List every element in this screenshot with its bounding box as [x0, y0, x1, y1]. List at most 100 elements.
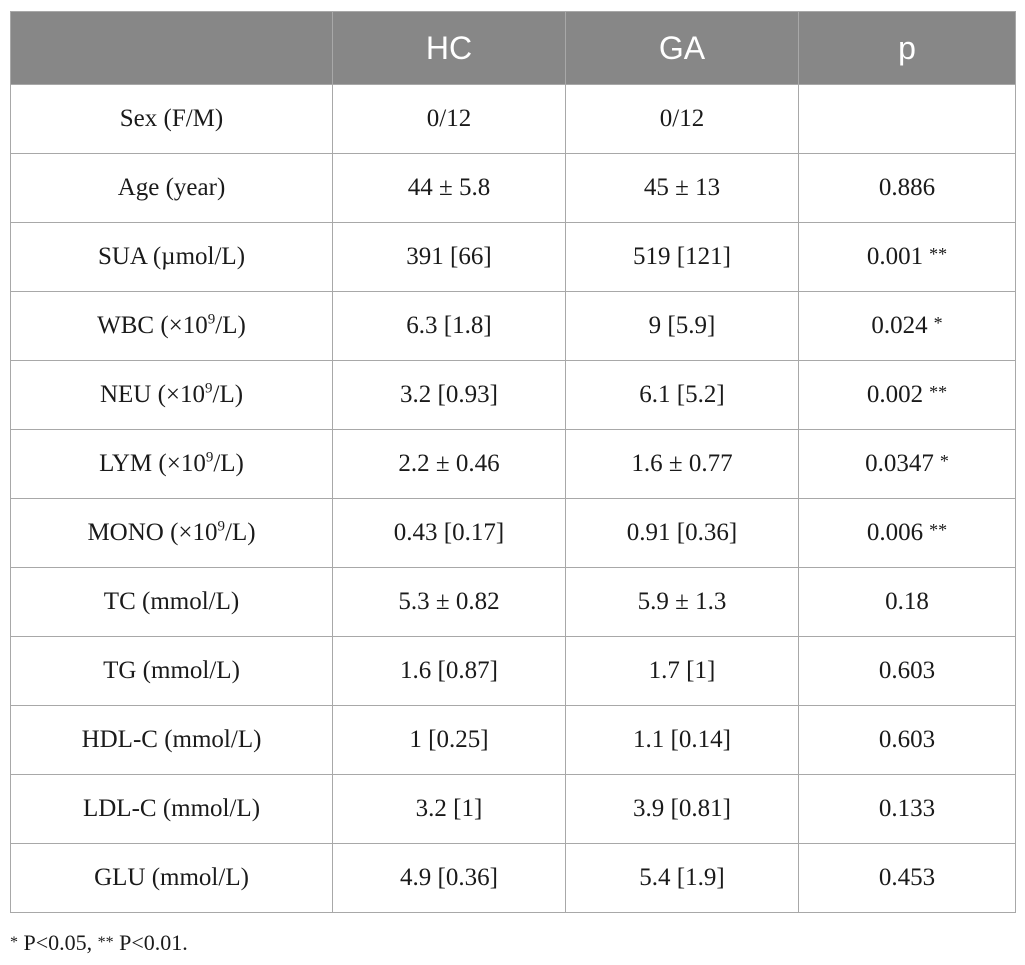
data-table-container: HC GA p Sex (F/M) 0/12 0/12 Age (year) 44 ± …: [10, 11, 1016, 913]
p-value: 0.006: [866, 519, 924, 546]
row-label-exponent: 9: [217, 518, 226, 535]
table-row: NEU (×109/L) 3.2 [0.93] 6.1 [5.2] 0.002 **: [10, 360, 1016, 430]
row-label: SUA (µmol/L): [97, 243, 246, 270]
p-value-cell: 0.18: [798, 567, 1016, 637]
significance-stars: **: [929, 244, 948, 264]
header-hc: HC: [332, 11, 566, 85]
table-row: LDL-C (mmol/L) 3.2 [1] 3.9 [0.81] 0.133: [10, 774, 1016, 844]
row-label-cell: TC (mmol/L): [10, 567, 333, 637]
p-value-cell: 0.133: [798, 774, 1016, 844]
ga-value: 1.1 [0.14]: [565, 705, 799, 775]
hc-value: 1.6 [0.87]: [332, 636, 566, 706]
significance-stars: *: [939, 451, 949, 471]
header-ga: GA: [565, 11, 799, 85]
p-value: 0.002: [866, 381, 924, 408]
ga-value: 3.9 [0.81]: [565, 774, 799, 844]
p-value: 0.453: [878, 864, 936, 891]
row-label-cell: WBC (×109/L): [10, 291, 333, 361]
hc-value: 6.3 [1.8]: [332, 291, 566, 361]
table-row: Age (year) 44 ± 5.8 45 ± 13 0.886: [10, 153, 1016, 223]
table-body: Sex (F/M) 0/12 0/12 Age (year) 44 ± 5.8 45 ± …: [10, 84, 1016, 913]
hc-value: 4.9 [0.36]: [332, 843, 566, 913]
hc-value: 3.2 [1]: [332, 774, 566, 844]
hc-value: 2.2 ± 0.46: [332, 429, 566, 499]
row-label: Age (year): [117, 174, 226, 201]
hc-value: 5.3 ± 0.82: [332, 567, 566, 637]
table-row: HDL-C (mmol/L) 1 [0.25] 1.1 [0.14] 0.603: [10, 705, 1016, 775]
ga-value: 45 ± 13: [565, 153, 799, 223]
row-label-unit: /L): [215, 312, 246, 339]
table-row: TG (mmol/L) 1.6 [0.87] 1.7 [1] 0.603: [10, 636, 1016, 706]
header-row: HC GA p: [10, 11, 1016, 85]
ga-value: 519 [121]: [565, 222, 799, 292]
footnote-star-double: **: [97, 934, 114, 951]
row-label-cell: GLU (mmol/L): [10, 843, 333, 913]
significance-stars: **: [929, 520, 948, 540]
p-value: 0.18: [885, 588, 929, 615]
table-header: HC GA p: [10, 11, 1016, 85]
p-value-cell: 0.0347 *: [798, 429, 1016, 499]
row-label: NEU (×10: [99, 381, 205, 408]
ga-value: 6.1 [5.2]: [565, 360, 799, 430]
p-value: 0.0347: [865, 450, 934, 477]
p-value-cell: 0.886: [798, 153, 1016, 223]
ga-value: 0/12: [565, 84, 799, 154]
footnote-star-single: *: [10, 934, 18, 951]
p-value: 0.001: [866, 243, 924, 270]
p-value-cell: 0.001 **: [798, 222, 1016, 292]
data-table: HC GA p Sex (F/M) 0/12 0/12 Age (year) 44 ± …: [10, 11, 1016, 913]
significance-stars: **: [929, 382, 948, 402]
row-label: WBC (×10: [97, 312, 208, 339]
table-row: SUA (µmol/L) 391 [66] 519 [121] 0.001 **: [10, 222, 1016, 292]
p-value-cell: 0.453: [798, 843, 1016, 913]
hc-value: 0.43 [0.17]: [332, 498, 566, 568]
row-label-cell: Age (year): [10, 153, 333, 223]
row-label: TG (mmol/L): [103, 657, 240, 684]
p-value-cell: [798, 84, 1016, 154]
hc-value: 1 [0.25]: [332, 705, 566, 775]
p-value: 0.024: [871, 312, 928, 339]
ga-value: 1.7 [1]: [565, 636, 799, 706]
p-value-cell: 0.603: [798, 705, 1016, 775]
row-label-cell: MONO (×109/L): [10, 498, 333, 568]
p-value-cell: 0.006 **: [798, 498, 1016, 568]
row-label-cell: Sex (F/M): [10, 84, 333, 154]
row-label-cell: TG (mmol/L): [10, 636, 333, 706]
header-blank: [10, 11, 333, 85]
hc-value: 3.2 [0.93]: [332, 360, 566, 430]
table-row: Sex (F/M) 0/12 0/12: [10, 84, 1016, 154]
p-value: 0.886: [878, 174, 936, 201]
table-row: GLU (mmol/L) 4.9 [0.36] 5.4 [1.9] 0.453: [10, 843, 1016, 913]
ga-value: 5.4 [1.9]: [565, 843, 799, 913]
p-value-cell: 0.603: [798, 636, 1016, 706]
significance-stars: *: [933, 313, 943, 333]
footnote-text-p001: P<0.01.: [113, 930, 188, 955]
ga-value: 0.91 [0.36]: [565, 498, 799, 568]
p-value: 0.603: [878, 726, 936, 753]
row-label: TC (mmol/L): [103, 588, 240, 615]
row-label-unit: /L): [212, 381, 244, 408]
row-label: Sex (F/M): [119, 105, 224, 132]
row-label-unit: /L): [225, 519, 256, 546]
row-label-exponent: 9: [205, 449, 214, 466]
table-row: WBC (×109/L) 6.3 [1.8] 9 [5.9] 0.024 *: [10, 291, 1016, 361]
hc-value: 0/12: [332, 84, 566, 154]
table-row: LYM (×109/L) 2.2 ± 0.46 1.6 ± 0.77 0.0347 *: [10, 429, 1016, 499]
table-row: TC (mmol/L) 5.3 ± 0.82 5.9 ± 1.3 0.18: [10, 567, 1016, 637]
row-label-cell: NEU (×109/L): [10, 360, 333, 430]
hc-value: 44 ± 5.8: [332, 153, 566, 223]
ga-value: 1.6 ± 0.77: [565, 429, 799, 499]
row-label: LYM (×10: [99, 450, 206, 477]
ga-value: 9 [5.9]: [565, 291, 799, 361]
footnote-text-p005: P<0.05,: [18, 930, 98, 955]
table-row: MONO (×109/L) 0.43 [0.17] 0.91 [0.36] 0.006…: [10, 498, 1016, 568]
row-label-cell: HDL-C (mmol/L): [10, 705, 333, 775]
row-label: MONO (×10: [87, 519, 218, 546]
row-label: GLU (mmol/L): [94, 864, 249, 891]
row-label-unit: /L): [213, 450, 244, 477]
row-label-cell: LYM (×109/L): [10, 429, 333, 499]
p-value-cell: 0.002 **: [798, 360, 1016, 430]
row-label-exponent: 9: [207, 311, 216, 328]
p-value: 0.603: [878, 657, 936, 684]
row-label: LDL-C (mmol/L): [82, 795, 261, 822]
